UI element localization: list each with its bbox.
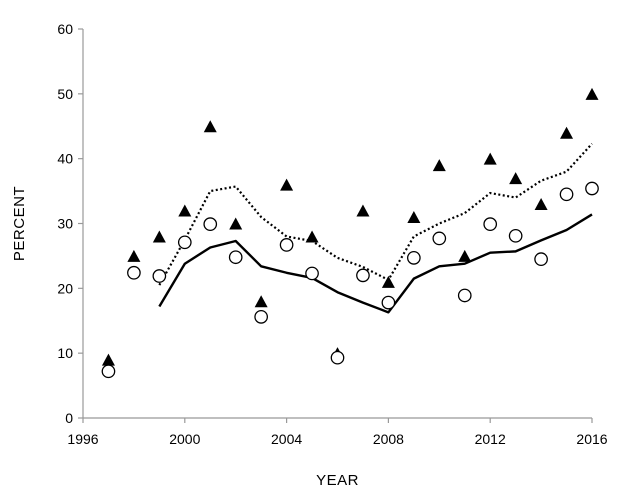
circle-point (356, 268, 370, 283)
circle-point (228, 250, 243, 265)
y-tick-label: 20 (57, 280, 73, 296)
x-tick-label: 2008 (373, 431, 404, 447)
triangle-point (356, 204, 370, 217)
circle-point (152, 269, 167, 283)
circle-point (305, 266, 319, 281)
circle-point (203, 217, 218, 231)
triangle-point (305, 230, 319, 243)
circle-point (483, 217, 498, 231)
x-tick-label: 2004 (271, 431, 302, 447)
circle-point (559, 187, 574, 202)
triangle-point (229, 217, 243, 230)
triangle-point (585, 87, 599, 100)
triangle-point (432, 159, 446, 172)
triangle-point (509, 172, 523, 185)
circle-point (254, 310, 268, 324)
circle-point (585, 181, 599, 196)
y-axis-title: PERCENT (11, 186, 28, 261)
triangle-point (381, 275, 395, 288)
x-tick-label: 2012 (475, 431, 506, 447)
circle-point (177, 235, 192, 250)
triangle-point (280, 178, 294, 191)
y-tick-label: 0 (65, 410, 73, 426)
triangle-point (407, 211, 421, 224)
circle-point (279, 238, 294, 252)
x-tick-label: 1996 (67, 431, 98, 447)
triangle-point (101, 353, 115, 366)
triangle-point (203, 120, 217, 133)
circle-point (457, 288, 472, 303)
circle-point (406, 251, 421, 265)
y-tick-label: 10 (57, 345, 73, 361)
circle-point (534, 252, 548, 267)
triangle-point (127, 249, 141, 262)
triangle-point (458, 249, 472, 262)
x-tick-label: 2016 (576, 431, 607, 447)
circle-point (381, 295, 396, 310)
circle-point (508, 228, 523, 243)
y-tick-label: 50 (57, 86, 73, 102)
circle-point (330, 350, 345, 365)
y-tick-label: 60 (57, 21, 73, 37)
x-axis-title: YEAR (316, 472, 359, 489)
triangle-point (254, 295, 268, 308)
x-tick-label: 2000 (169, 431, 200, 447)
triangle-point (560, 126, 574, 139)
circle-point (127, 265, 141, 280)
dotted-series-line (158, 143, 593, 286)
y-tick-label: 40 (57, 151, 73, 167)
triangle-point (534, 198, 548, 211)
y-tick-label: 30 (57, 216, 73, 232)
series-layer (101, 87, 599, 379)
circle-point (432, 231, 447, 246)
circle-point (101, 364, 116, 379)
solid-series-line (158, 213, 593, 314)
ticks: 0 10 20 30 40 50 60 1996 2000 2004 2008 2012 2016 (57, 21, 607, 447)
triangle-point (152, 230, 166, 243)
triangle-point (178, 204, 192, 217)
triangle-point (483, 152, 497, 165)
